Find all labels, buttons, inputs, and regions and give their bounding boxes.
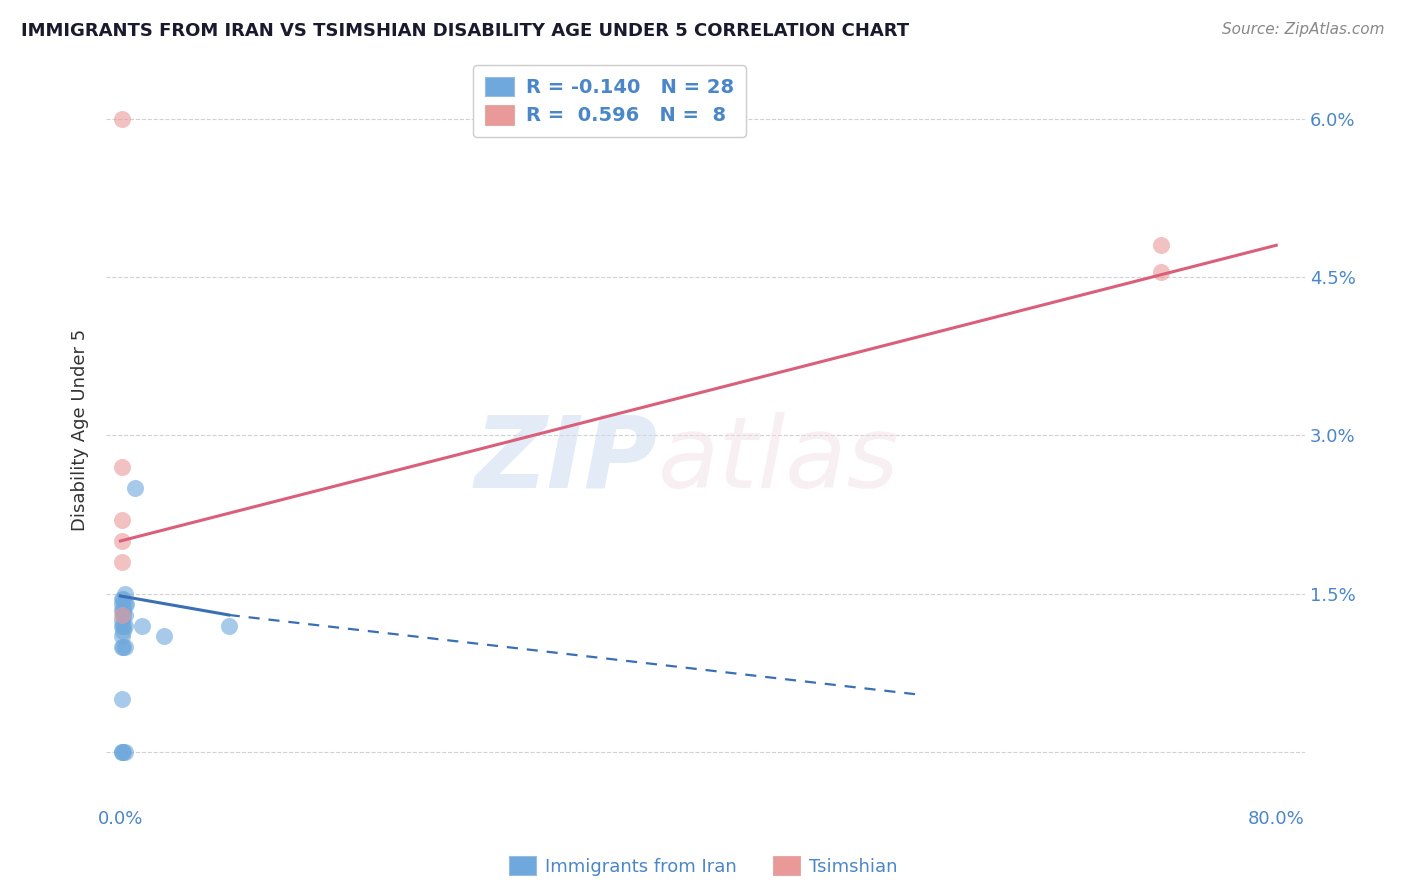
Point: [111, 745, 134, 759]
Point: [152, 629, 174, 643]
Point: [114, 607, 136, 622]
Point: [115, 598, 138, 612]
Point: [111, 618, 134, 632]
Point: [111, 460, 134, 475]
Point: [111, 745, 134, 759]
Point: [111, 602, 134, 616]
Legend: Immigrants from Iran, Tsimshian: Immigrants from Iran, Tsimshian: [502, 849, 904, 883]
Point: [114, 745, 136, 759]
Point: [114, 598, 136, 612]
Point: [112, 607, 135, 622]
Text: atlas: atlas: [658, 411, 900, 508]
Point: [111, 513, 134, 527]
Point: [111, 613, 134, 627]
Point: [114, 640, 136, 654]
Point: [111, 629, 134, 643]
Text: IMMIGRANTS FROM IRAN VS TSIMSHIAN DISABILITY AGE UNDER 5 CORRELATION CHART: IMMIGRANTS FROM IRAN VS TSIMSHIAN DISABI…: [21, 22, 910, 40]
Point: [111, 555, 134, 569]
Point: [112, 745, 135, 759]
Point: [112, 592, 135, 607]
Y-axis label: Disability Age Under 5: Disability Age Under 5: [72, 329, 89, 532]
Point: [112, 624, 135, 638]
Point: [112, 640, 135, 654]
Point: [111, 640, 134, 654]
Point: [111, 598, 134, 612]
Point: [111, 534, 134, 549]
Point: [111, 692, 134, 706]
Point: [112, 618, 135, 632]
Text: Source: ZipAtlas.com: Source: ZipAtlas.com: [1222, 22, 1385, 37]
Point: [218, 618, 240, 632]
Text: ZIP: ZIP: [475, 411, 658, 508]
Point: [111, 592, 134, 607]
Point: [111, 607, 134, 622]
Point: [112, 602, 135, 616]
Point: [114, 618, 136, 632]
Point: [114, 587, 136, 601]
Point: [124, 481, 146, 495]
Point: [131, 618, 153, 632]
Legend: R = -0.140   N = 28, R =  0.596   N =  8: R = -0.140 N = 28, R = 0.596 N = 8: [474, 65, 745, 137]
Point: [1149, 265, 1171, 279]
Point: [111, 112, 134, 126]
Point: [1149, 238, 1171, 252]
